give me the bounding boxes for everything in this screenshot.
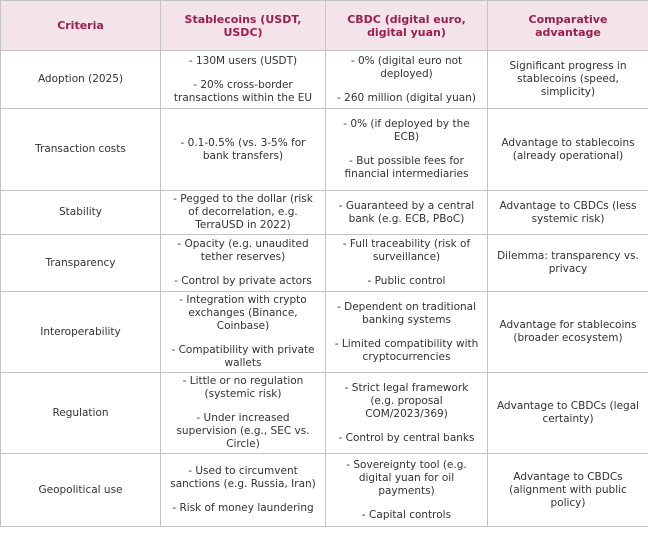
cell-line: - Pegged to the dollar (risk of decorrel…: [173, 193, 313, 231]
table-cell: - Guaranteed by a central bank (e.g. ECB…: [325, 190, 488, 235]
table-cell: - Sovereignty tool (e.g. digital yuan fo…: [325, 453, 488, 527]
table-cell: - Used to circumvent sanctions (e.g. Rus…: [160, 453, 326, 527]
table-cell: - 130M users (USDT) - 20% cross-border tr…: [160, 50, 326, 109]
criteria-cell: Transparency: [0, 234, 161, 292]
table-cell: Significant progress in stablecoins (spe…: [487, 50, 648, 109]
table-row: Stability - Pegged to the dollar (risk of…: [0, 190, 648, 235]
cell-line: Advantage to CBDCs (legal certainty): [496, 400, 640, 425]
table-cell: - Integration with crypto exchanges (Bin…: [160, 291, 326, 373]
cell-line: Advantage for stablecoins (broader ecosy…: [499, 319, 637, 344]
criteria-cell: Adoption (2025): [0, 50, 161, 109]
table-cell: - Dependent on traditional banking syste…: [325, 291, 488, 373]
cell-line: - 130M users (USDT): [188, 54, 298, 67]
cell-line: - Guaranteed by a central bank (e.g. ECB…: [338, 199, 475, 225]
header-cell: Stablecoins (USDT, USDC): [160, 0, 326, 51]
header-cell: Criteria: [0, 0, 161, 51]
header-cell: Comparative advantage: [487, 0, 648, 51]
cell-line: - 0% (if deployed by the ECB): [343, 118, 470, 143]
table-cell: - Opacity (e.g. unaudited tether reserve…: [160, 234, 326, 292]
cell-line: - Little or no regulation (systemic risk…: [182, 375, 304, 400]
table-cell: Dilemma: transparency vs. privacy: [487, 234, 648, 292]
criteria-cell: Stability: [0, 190, 161, 235]
table-cell: - Pegged to the dollar (risk of decorrel…: [160, 190, 326, 235]
cell-line: - Used to circumvent sanctions (e.g. Rus…: [170, 465, 316, 490]
table-row: Transparency - Opacity (e.g. unaudited te…: [0, 234, 648, 292]
header-row: Criteria Stablecoins (USDT, USDC) CBDC (di…: [0, 0, 648, 51]
cell-line: Significant progress in stablecoins (spe…: [509, 60, 627, 98]
table-cell: Advantage for stablecoins (broader ecosy…: [487, 291, 648, 373]
cell-line: - Dependent on traditional banking syste…: [336, 300, 477, 326]
cell-line: - Compatibility with private wallets: [171, 344, 315, 369]
table-row: Transaction costs - 0.1-0.5% (vs. 3-5% fo…: [0, 108, 648, 191]
cell-line: Advantage to CBDCs (less systemic risk): [499, 199, 637, 225]
cell-line: Advantage to stablecoins (already operat…: [501, 136, 635, 162]
cell-line: - Sovereignty tool (e.g. digital yuan fo…: [346, 458, 467, 497]
table-cell: - Little or no regulation (systemic risk…: [160, 372, 326, 454]
cell-line: - Under increased supervision (e.g., SEC…: [176, 412, 310, 450]
cell-line: - 0.1-0.5% (vs. 3-5% for bank transfers): [180, 136, 306, 162]
table-row: Interoperability - Integration with crypt…: [0, 291, 648, 373]
cell-line: - 260 million (digital yuan): [337, 91, 476, 104]
cell-line: - 20% cross-border transactions within t…: [173, 78, 313, 104]
cell-line: - 0% (digital euro not deployed): [350, 54, 463, 80]
cell-line: - But possible fees for financial interm…: [344, 155, 469, 180]
table-row: Adoption (2025) - 130M users (USDT) - 20% …: [0, 50, 648, 109]
table-cell: - 0% (digital euro not deployed) - 260 mi…: [325, 50, 488, 109]
table-cell: Advantage to CBDCs (alignment with publi…: [487, 453, 648, 527]
table-row: Geopolitical use - Used to circumvent san…: [0, 453, 648, 527]
criteria-cell: Interoperability: [0, 291, 161, 373]
cell-line: - Control by private actors: [174, 275, 312, 287]
cell-line: - Full traceability (risk of surveillanc…: [342, 238, 471, 263]
cell-line: - Limited compatibility with cryptocurre…: [334, 337, 479, 363]
cell-line: Dilemma: transparency vs. privacy: [497, 250, 639, 275]
table-cell: - 0% (if deployed by the ECB) - But possi…: [325, 108, 488, 191]
cell-line: - Integration with crypto exchanges (Bin…: [179, 294, 307, 332]
table-cell: Advantage to CBDCs (legal certainty): [487, 372, 648, 454]
criteria-cell: Transaction costs: [0, 108, 161, 191]
cell-line: - Public control: [367, 275, 446, 287]
cell-line: - Strict legal framework (e.g. proposal …: [344, 381, 469, 420]
header-cell: CBDC (digital euro, digital yuan): [325, 0, 488, 51]
table-row: Regulation - Little or no regulation (sys…: [0, 372, 648, 454]
criteria-cell: Geopolitical use: [0, 453, 161, 527]
cell-line: - Control by central banks: [338, 431, 475, 444]
table-cell: - Strict legal framework (e.g. proposal …: [325, 372, 488, 454]
cell-line: - Risk of money laundering: [172, 502, 314, 514]
table-cell: - 0.1-0.5% (vs. 3-5% for bank transfers): [160, 108, 326, 191]
table-cell: Advantage to CBDCs (less systemic risk): [487, 190, 648, 235]
criteria-cell: Regulation: [0, 372, 161, 454]
table-cell: - Full traceability (risk of surveillanc…: [325, 234, 488, 292]
cell-line: - Opacity (e.g. unaudited tether reserve…: [177, 238, 309, 263]
cell-line: - Capital controls: [361, 508, 452, 521]
cell-line: Advantage to CBDCs (alignment with publi…: [509, 470, 627, 509]
table-cell: Advantage to stablecoins (already operat…: [487, 108, 648, 191]
